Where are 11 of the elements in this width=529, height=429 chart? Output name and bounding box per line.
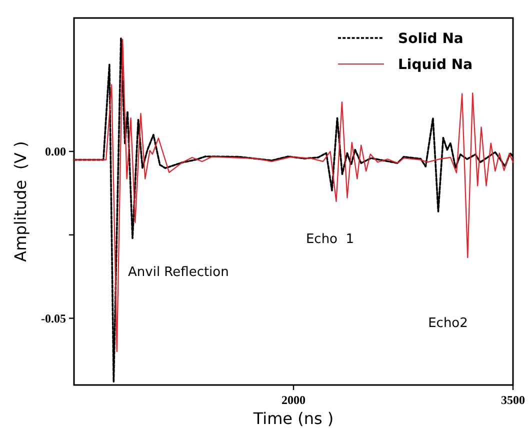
x-tick-label: 2000 bbox=[282, 393, 306, 407]
legend-label: Solid Na bbox=[398, 31, 464, 47]
y-tick-label: 0.00 bbox=[45, 144, 66, 158]
legend-label: Liquid Na bbox=[398, 57, 473, 73]
annotation: Anvil Reflection bbox=[128, 265, 229, 280]
annotation: Echo2 bbox=[428, 316, 468, 331]
y-axis-title: Amplitude (V ) bbox=[11, 141, 30, 262]
x-tick-label: 3500 bbox=[501, 393, 525, 407]
annotation: Echo 1 bbox=[306, 232, 354, 247]
x-axis-title: Time (ns ) bbox=[252, 409, 334, 428]
y-tick-label: -0.05 bbox=[41, 311, 66, 326]
